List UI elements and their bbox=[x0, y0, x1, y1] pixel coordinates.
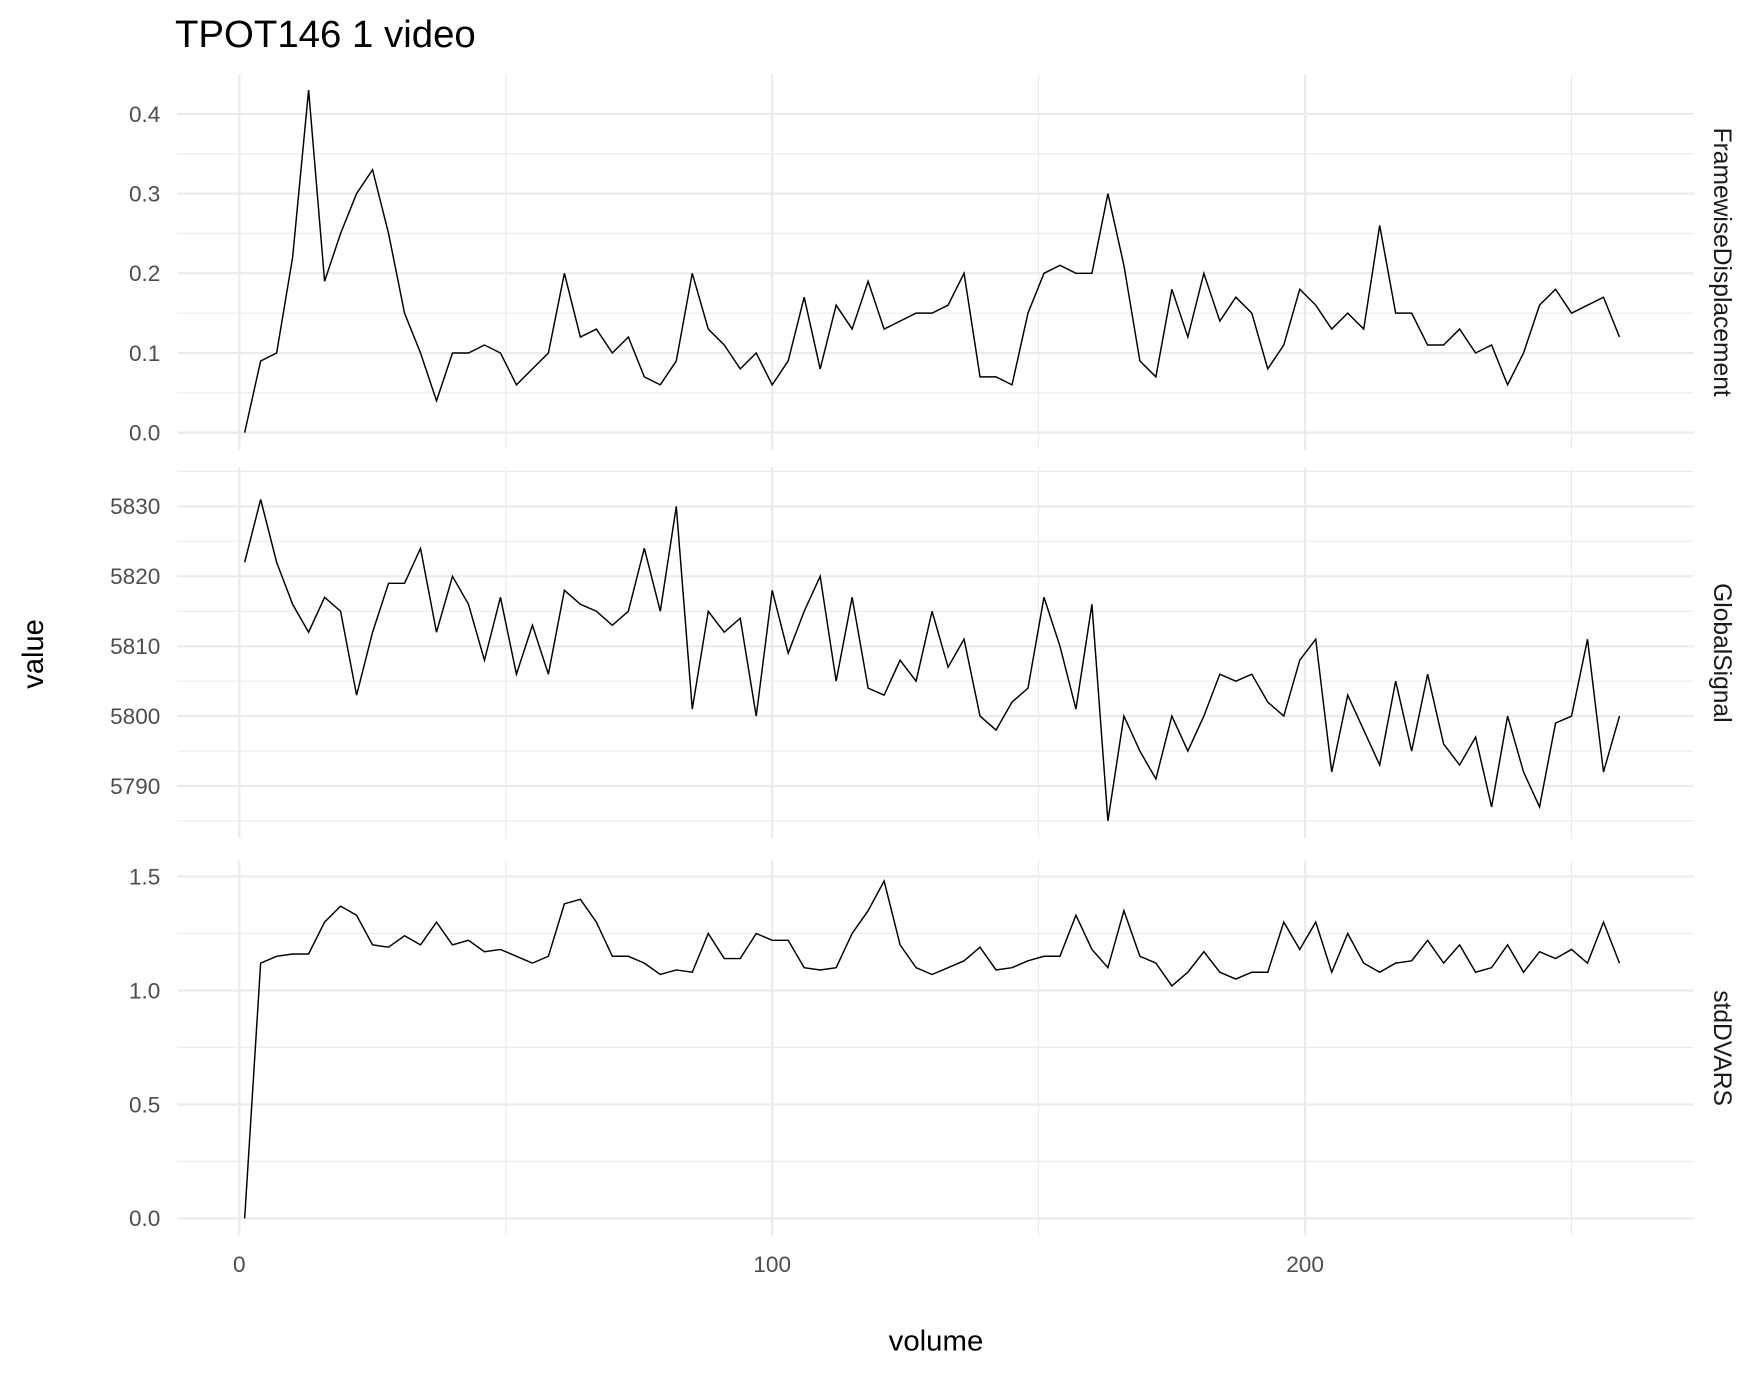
chart-title: TPOT146 1 video bbox=[175, 13, 476, 56]
x-tick-label: 200 bbox=[1286, 1252, 1324, 1277]
y-tick-label: 0.2 bbox=[129, 261, 160, 286]
facet-label: FramewiseDisplacement bbox=[1708, 128, 1735, 397]
y-tick-label: 5800 bbox=[110, 704, 160, 729]
facet-label: stdDVARS bbox=[1708, 990, 1735, 1106]
y-tick-label: 1.0 bbox=[129, 978, 160, 1003]
y-tick-label: 0.0 bbox=[129, 421, 160, 446]
y-tick-label: 5810 bbox=[110, 634, 160, 659]
x-axis-label: volume bbox=[889, 1326, 984, 1358]
series-line bbox=[243, 879, 1621, 1219]
y-tick-label: 0.1 bbox=[129, 341, 160, 366]
y-tick-label: 5830 bbox=[110, 494, 160, 519]
y-tick-label: 5790 bbox=[110, 774, 160, 799]
facet-label: GlobalSignal bbox=[1708, 583, 1735, 722]
series-line bbox=[243, 499, 1621, 822]
y-axis-label: value bbox=[18, 619, 50, 688]
y-tick-label: 0.3 bbox=[129, 182, 160, 207]
y-tick-label: 0.4 bbox=[129, 102, 160, 127]
x-tick-label: 0 bbox=[233, 1252, 246, 1277]
y-tick-label: 0.0 bbox=[129, 1206, 160, 1231]
x-tick-label: 100 bbox=[753, 1252, 791, 1277]
y-tick-label: 0.5 bbox=[129, 1092, 160, 1117]
series-line bbox=[243, 89, 1621, 433]
y-tick-label: 1.5 bbox=[129, 864, 160, 889]
y-tick-label: 5820 bbox=[110, 564, 160, 589]
